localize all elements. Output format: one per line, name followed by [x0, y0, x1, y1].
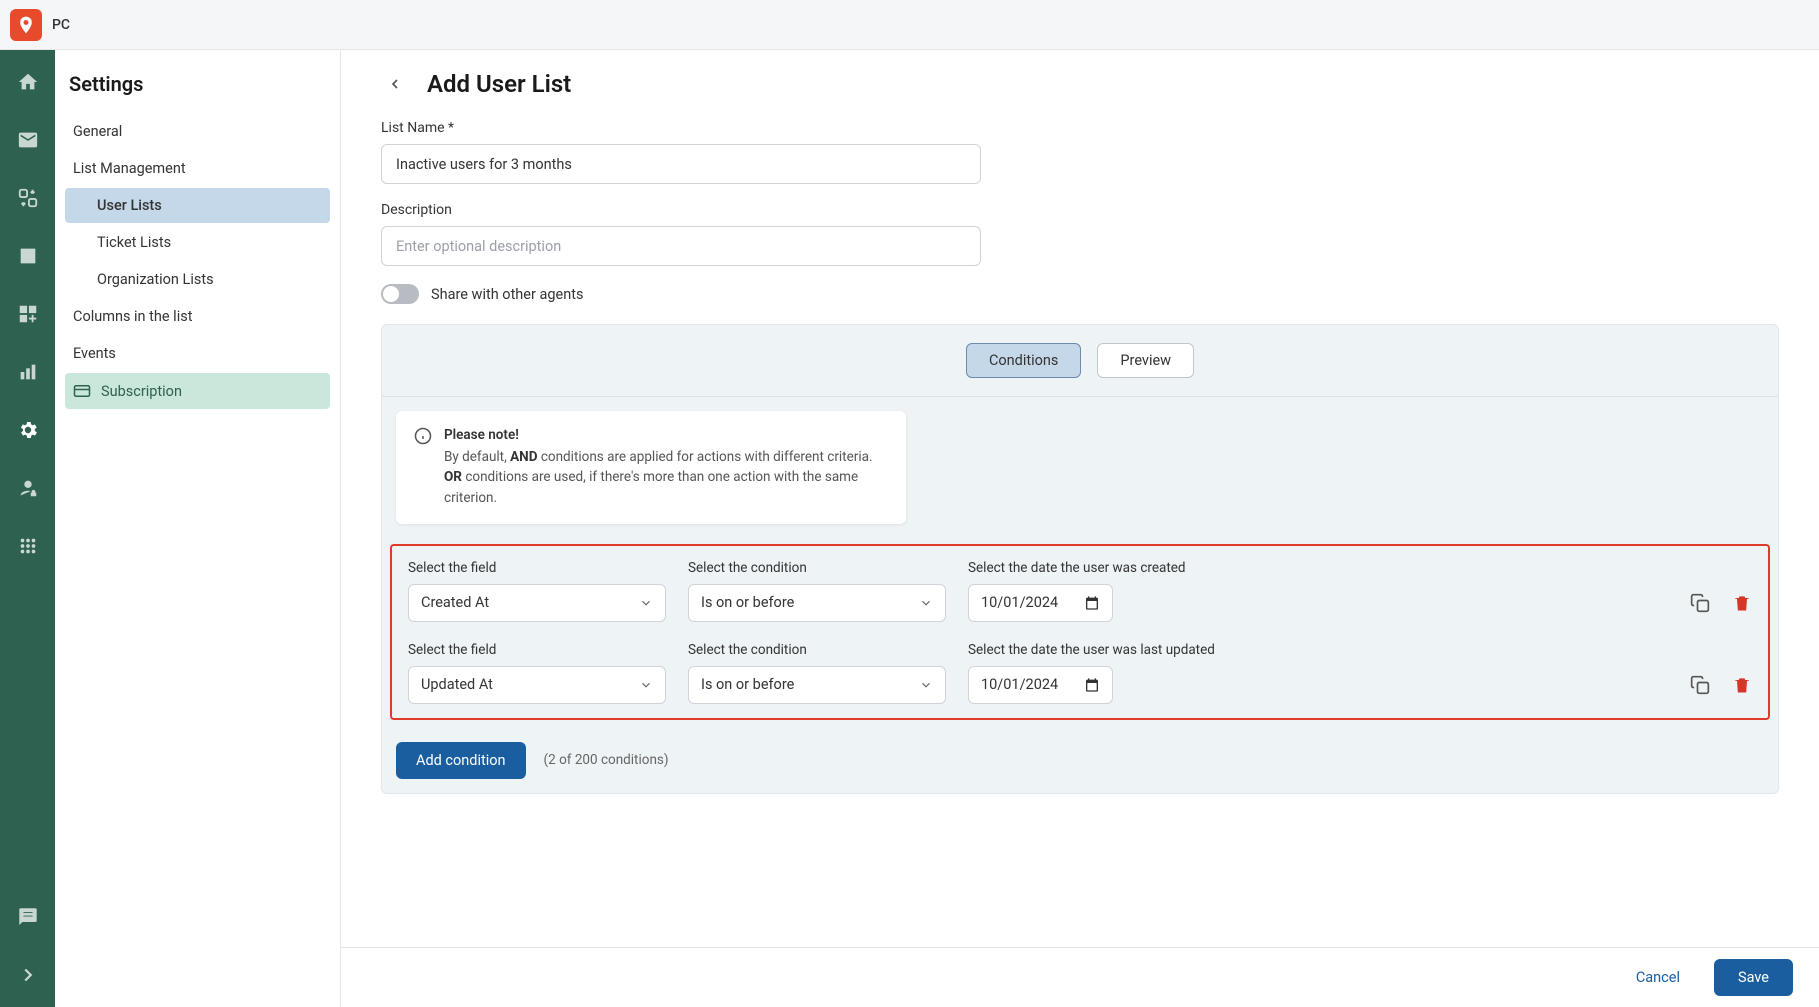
cond-actions [1690, 584, 1752, 622]
date-input[interactable]: 10/01/2024 [968, 584, 1113, 622]
cond-value-col: Select the date the user was last update… [968, 642, 1215, 704]
calendar-icon [1084, 677, 1100, 693]
sidebar-item-events[interactable]: Events [65, 336, 330, 371]
conditions-count: (2 of 200 conditions) [544, 752, 669, 768]
delete-icon[interactable] [1732, 593, 1752, 613]
sidebar-item-subscription[interactable]: Subscription [65, 373, 330, 409]
cond-condition-col: Select the condition Is on or before [688, 642, 946, 704]
book-icon[interactable] [14, 242, 42, 270]
condition-select[interactable]: Is on or before [688, 666, 946, 704]
chevron-down-icon [919, 596, 933, 610]
note-line-1: By default, AND conditions are applied f… [444, 447, 888, 467]
tab-conditions[interactable]: Conditions [966, 343, 1081, 378]
sidebar-item-list-management[interactable]: List Management [65, 151, 330, 186]
copy-icon[interactable] [1690, 593, 1710, 613]
description-input[interactable] [381, 226, 981, 266]
app-code: PC [52, 17, 70, 33]
cancel-button[interactable]: Cancel [1622, 959, 1694, 996]
mail-icon[interactable] [14, 126, 42, 154]
list-name-input[interactable] [381, 144, 981, 184]
info-icon [414, 427, 432, 445]
condition-row: Select the field Updated At Select the c… [408, 642, 1752, 704]
description-block: Description [381, 202, 981, 266]
condition-row: Select the field Created At Select the c… [408, 560, 1752, 622]
content: Add User List List Name * Description Sh… [341, 50, 1819, 1007]
main-area: Settings General List Management User Li… [0, 50, 1819, 1007]
description-label: Description [381, 202, 981, 218]
list-name-block: List Name * [381, 120, 981, 184]
list-name-label: List Name * [381, 120, 981, 136]
chart-icon[interactable] [14, 358, 42, 386]
footer: Cancel Save [341, 947, 1819, 1007]
sidebar-item-general[interactable]: General [65, 114, 330, 149]
cond-value-col: Select the date the user was created 10/… [968, 560, 1186, 622]
note-content: Please note! By default, AND conditions … [444, 427, 888, 508]
chat-icon[interactable] [14, 903, 42, 931]
cond-actions [1690, 666, 1752, 704]
content-header: Add User List [381, 70, 1779, 98]
note-title: Please note! [444, 427, 888, 443]
share-toggle[interactable] [381, 284, 419, 304]
settings-sidebar: Settings General List Management User Li… [55, 50, 341, 1007]
tabs-row: Conditions Preview [382, 325, 1778, 397]
card-icon [73, 382, 91, 400]
chevron-down-icon [639, 678, 653, 692]
cond-field-col: Select the field Updated At [408, 642, 666, 704]
cond-value-label: Select the date the user was last update… [968, 642, 1215, 658]
topbar: PC [0, 0, 1819, 50]
sidebar-item-subscription-label: Subscription [101, 383, 182, 400]
cond-field-label: Select the field [408, 560, 666, 576]
sidebar-item-org-lists[interactable]: Organization Lists [65, 262, 330, 297]
calendar-icon [1084, 595, 1100, 611]
cond-condition-label: Select the condition [688, 560, 946, 576]
cond-condition-col: Select the condition Is on or before [688, 560, 946, 622]
expand-icon[interactable] [14, 961, 42, 989]
chevron-down-icon [919, 678, 933, 692]
tab-preview[interactable]: Preview [1097, 343, 1194, 378]
left-rail [0, 50, 55, 1007]
cond-condition-label: Select the condition [688, 642, 946, 658]
add-condition-button[interactable]: Add condition [396, 742, 526, 779]
home-icon[interactable] [14, 68, 42, 96]
toggle-knob [383, 286, 399, 302]
note-box: Please note! By default, AND conditions … [396, 411, 906, 524]
user-lock-icon[interactable] [14, 474, 42, 502]
delete-icon[interactable] [1732, 675, 1752, 695]
grid-plus-icon[interactable] [14, 300, 42, 328]
chevron-down-icon [639, 596, 653, 610]
conditions-highlight-box: Select the field Created At Select the c… [390, 544, 1770, 720]
field-select[interactable]: Created At [408, 584, 666, 622]
note-line-2: OR conditions are used, if there's more … [444, 467, 888, 508]
sidebar-item-user-lists[interactable]: User Lists [65, 188, 330, 223]
add-condition-row: Add condition (2 of 200 conditions) [382, 734, 1778, 793]
gear-icon[interactable] [14, 416, 42, 444]
cond-field-label: Select the field [408, 642, 666, 658]
share-toggle-row: Share with other agents [381, 284, 1779, 304]
condition-select[interactable]: Is on or before [688, 584, 946, 622]
share-toggle-label: Share with other agents [431, 286, 583, 303]
settings-title: Settings [65, 72, 330, 96]
back-button[interactable] [381, 70, 409, 98]
cond-value-label: Select the date the user was created [968, 560, 1186, 576]
sidebar-item-ticket-lists[interactable]: Ticket Lists [65, 225, 330, 260]
sync-icon[interactable] [14, 184, 42, 212]
page-title: Add User List [427, 70, 571, 98]
copy-icon[interactable] [1690, 675, 1710, 695]
field-select[interactable]: Updated At [408, 666, 666, 704]
conditions-panel: Conditions Preview Please note! By defau… [381, 324, 1779, 794]
apps-icon[interactable] [14, 532, 42, 560]
app-logo [10, 9, 42, 41]
sidebar-item-columns[interactable]: Columns in the list [65, 299, 330, 334]
save-button[interactable]: Save [1714, 959, 1793, 996]
date-input[interactable]: 10/01/2024 [968, 666, 1113, 704]
cond-field-col: Select the field Created At [408, 560, 666, 622]
